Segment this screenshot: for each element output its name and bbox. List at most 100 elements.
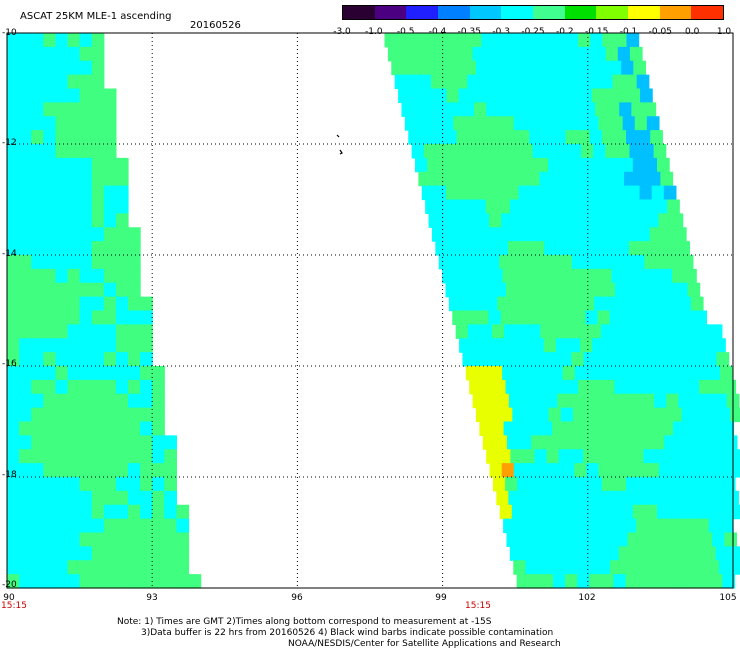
wind-cell: [19, 393, 32, 409]
wind-cell: [43, 477, 56, 492]
wind-cell: [482, 185, 495, 201]
wind-cell: [648, 421, 662, 436]
wind-cell: [589, 227, 602, 242]
wind-cell: [544, 490, 558, 506]
wind-cell: [469, 379, 482, 395]
wind-cell: [691, 449, 705, 464]
wind-cell: [620, 504, 634, 520]
wind-cell: [503, 421, 517, 436]
wind-cell: [460, 144, 473, 159]
wind-cell: [612, 74, 626, 90]
wind-cell: [115, 227, 129, 242]
wind-cell: [43, 157, 56, 173]
wind-cell: [103, 560, 117, 575]
wind-cell: [611, 366, 624, 381]
wind-cell: [439, 157, 452, 173]
wind-cell: [55, 310, 69, 325]
wind-cell: [614, 33, 628, 48]
wind-cell: [543, 338, 557, 353]
wind-cell: [508, 490, 522, 506]
wind-cell: [67, 338, 81, 353]
wind-cell: [103, 213, 117, 228]
wind-cell: [614, 282, 628, 298]
wind-cell: [67, 393, 81, 409]
wind-cell: [587, 518, 601, 534]
wind-cell: [541, 130, 555, 145]
wind-cell: [493, 379, 507, 395]
wind-cell: [438, 255, 452, 270]
wind-cell: [486, 352, 500, 367]
wind-cell: [573, 310, 586, 325]
wind-cell: [103, 490, 117, 506]
wind-cell: [497, 199, 511, 214]
wind-cell: [575, 518, 589, 534]
wind-cell: [666, 296, 680, 312]
wind-cell: [533, 296, 547, 312]
wind-cell: [648, 171, 661, 187]
wind-cell: [569, 296, 583, 312]
wind-cell: [435, 144, 449, 159]
wind-cell: [539, 518, 553, 534]
wind-cell: [19, 144, 32, 159]
wind-cell: [608, 157, 622, 173]
wind-cell: [674, 379, 688, 395]
wind-cell: [43, 296, 56, 312]
wind-cell: [19, 532, 32, 547]
wind-cell: [517, 477, 530, 492]
wind-cell: [595, 102, 608, 117]
wind-cell: [646, 560, 660, 575]
wind-cell: [152, 560, 165, 575]
wind-cell: [527, 421, 541, 436]
wind-cell: [103, 282, 117, 298]
wind-cell: [412, 46, 425, 62]
wind-cell: [524, 60, 538, 76]
wind-cell: [115, 366, 129, 381]
color-scale-tick-label: -0.25: [521, 27, 545, 37]
wind-cell: [468, 130, 482, 145]
wind-cell: [546, 546, 559, 561]
wind-cell: [700, 532, 713, 547]
wind-cell: [534, 102, 548, 117]
wind-cell: [408, 130, 421, 145]
wind-cell: [55, 504, 69, 520]
wind-cell: [596, 255, 609, 270]
wind-cell: [115, 185, 129, 201]
wind-cell: [79, 421, 93, 436]
wind-cell: [528, 574, 542, 589]
wind-cell: [640, 338, 654, 353]
wind-cell: [103, 268, 117, 284]
wind-cell: [617, 490, 631, 506]
wind-cell: [31, 157, 44, 173]
wind-cell: [681, 504, 694, 520]
wind-cell: [461, 102, 475, 117]
wind-cell: [91, 352, 105, 367]
wind-cell: [702, 490, 715, 506]
wind-cell: [188, 574, 202, 589]
wind-cell: [688, 435, 702, 450]
wind-cell: [655, 449, 669, 464]
wind-cell: [43, 393, 56, 409]
wind-cell: [575, 171, 589, 187]
wind-cell: [31, 116, 44, 131]
wind-cell: [686, 574, 699, 589]
wind-cell: [690, 393, 704, 409]
wind-cell: [606, 546, 620, 561]
wind-cell: [648, 518, 661, 534]
wind-cell: [625, 227, 639, 242]
wind-cell: [67, 255, 81, 270]
wind-cell: [665, 241, 678, 256]
wind-cell: [103, 227, 117, 242]
wind-cell: [512, 60, 525, 76]
wind-cell: [445, 282, 459, 298]
wind-cell: [152, 546, 165, 561]
color-scale-tick-label: -3.0: [333, 27, 351, 37]
color-scale-ticks: -3.0 -1.0 -0.5 -0.4 -0.35 -0.3 -0.25 -0.2 -0.15-…: [333, 27, 731, 39]
wind-cell: [590, 33, 603, 48]
wind-cell: [55, 490, 69, 506]
wind-cell: [627, 282, 640, 298]
wind-cell: [639, 532, 653, 547]
wind-cell: [595, 449, 608, 464]
wind-cell: [140, 490, 153, 506]
wind-cell: [7, 463, 20, 478]
wind-cell: [480, 227, 494, 242]
